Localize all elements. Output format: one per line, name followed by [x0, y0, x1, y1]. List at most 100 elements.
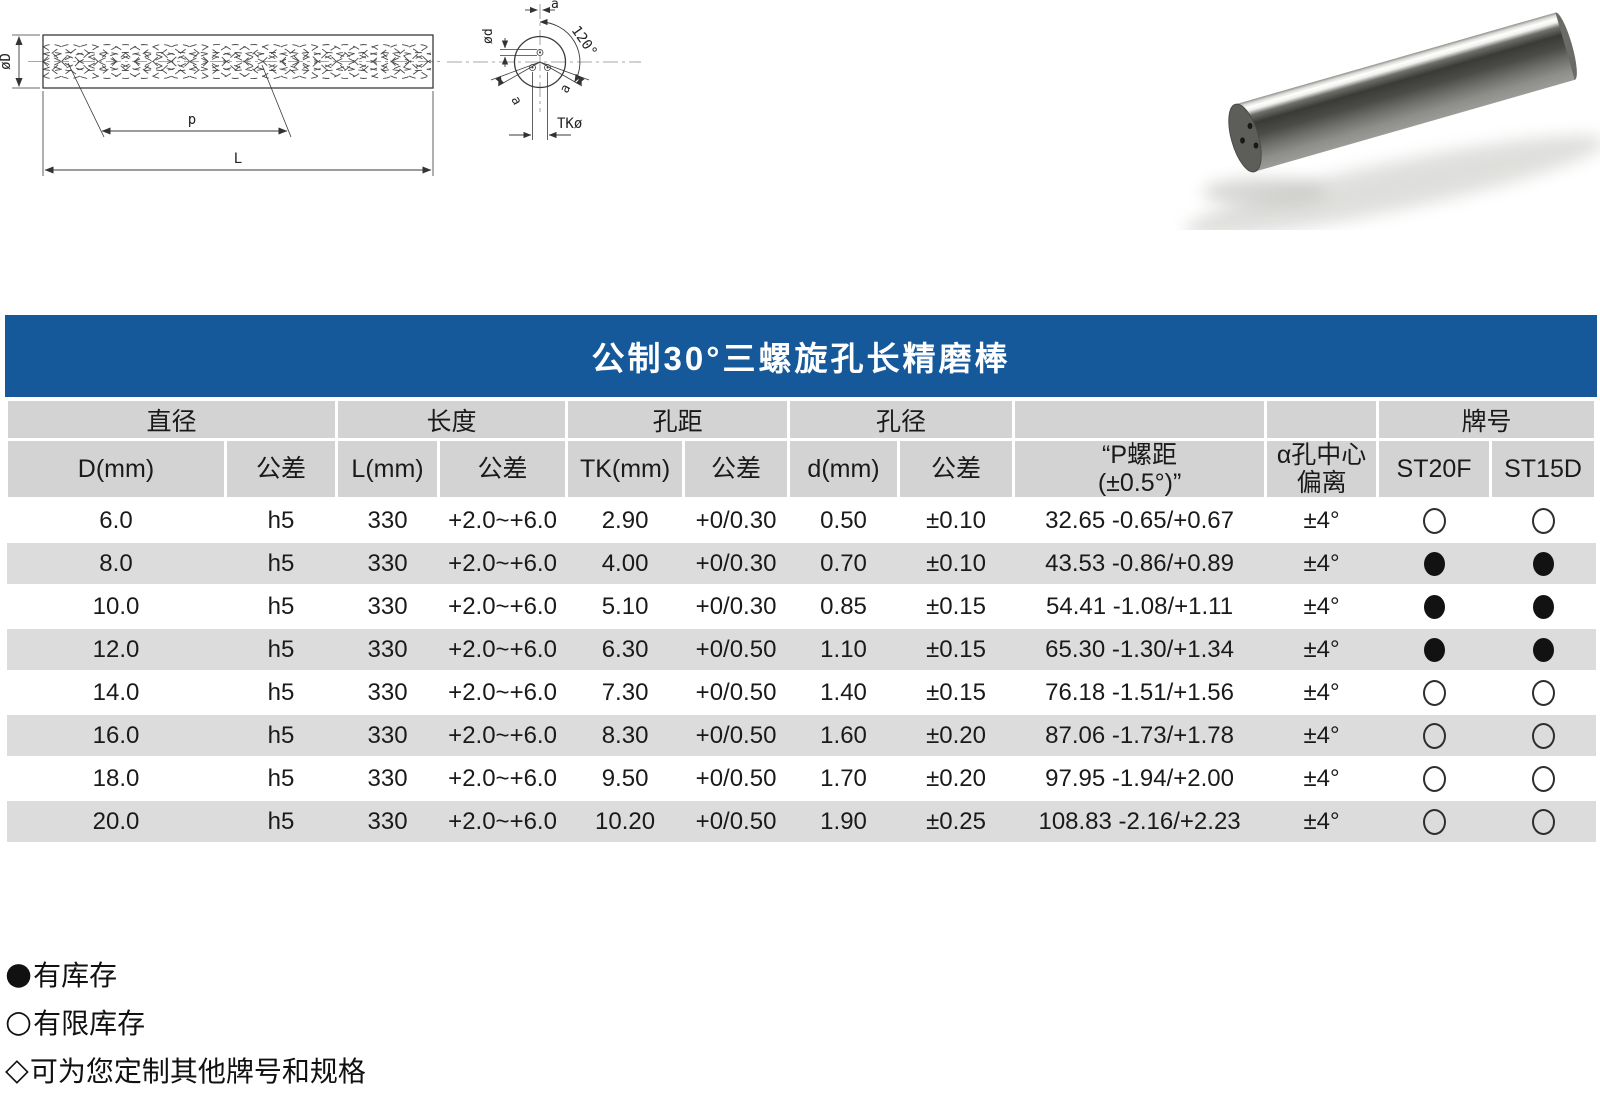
spec-cell: 330 — [336, 756, 439, 800]
spec-cell: ±4° — [1265, 756, 1378, 800]
spec-cell: ±4° — [1265, 541, 1378, 585]
group-header: 牌号 — [1376, 398, 1597, 441]
column-header: 公差 — [897, 438, 1016, 500]
table-row: 20.0 h5 330 +2.0~+6.0 10.20 +0/0.50 1.90 ±0.25 1… — [6, 799, 1596, 842]
spec-cell: +0/0.50 — [683, 799, 789, 842]
column-header: 公差 — [682, 438, 791, 500]
limited-stock-circle — [1531, 766, 1555, 793]
table-row: 14.0 h5 330 +2.0~+6.0 7.30 +0/0.50 1.40 ±0.15 76… — [6, 670, 1596, 714]
spec-cell: 108.83 -2.16/+2.23 — [1013, 799, 1266, 842]
rod-outline — [42, 34, 434, 89]
spec-cell: 330 — [336, 799, 439, 842]
spec-cell: 6.0 — [6, 497, 226, 542]
spec-cell: h5 — [225, 541, 337, 585]
in-stock-dot — [1532, 638, 1554, 663]
spec-cell: +2.0~+6.0 — [438, 799, 567, 842]
spec-cell: 330 — [336, 584, 439, 628]
spec-cell: ±0.15 — [898, 627, 1014, 671]
stock-cell — [1377, 627, 1491, 671]
limited-stock-circle — [1531, 508, 1555, 535]
spec-cell: 10.0 — [6, 584, 226, 628]
spec-table: 直径 长度 孔距 孔径 牌号 D(mm) 公差 L(mm) 公差 TK(mm) 公差 d(mm) 公差… — [4, 398, 1597, 842]
stock-cell — [1490, 497, 1596, 542]
column-header: TK(mm) — [565, 438, 686, 500]
spec-cell: ±0.15 — [898, 670, 1014, 714]
stock-cell — [1490, 799, 1596, 842]
stock-legend: ● 有库存 ○ 有限库存 ◇ 可为您定制其他牌号和规格 — [5, 950, 366, 1094]
spec-cell: 1.70 — [788, 756, 899, 800]
spec-cell: 1.40 — [788, 670, 899, 714]
stock-cell — [1490, 541, 1596, 585]
column-header: ST20F — [1376, 438, 1493, 500]
spec-cell: 9.50 — [566, 756, 684, 800]
spec-cell: 1.90 — [788, 799, 899, 842]
spec-cell: +2.0~+6.0 — [438, 584, 567, 628]
spec-cell: 54.41 -1.08/+1.11 — [1013, 584, 1266, 628]
spec-cell: 14.0 — [6, 670, 226, 714]
legend-label: 有限库存 — [33, 1008, 146, 1039]
spec-cell: +2.0~+6.0 — [438, 756, 567, 800]
spec-cell: +0/0.50 — [683, 713, 789, 757]
table-row: 6.0 h5 330 +2.0~+6.0 2.90 +0/0.30 0.50 ±0.10 32.… — [6, 497, 1596, 542]
spec-cell: 7.30 — [566, 670, 684, 714]
limited-stock-circle — [1422, 680, 1446, 707]
legend-symbol: ● — [5, 955, 33, 992]
spec-cell: 330 — [336, 497, 439, 542]
spec-table-body: 6.0 h5 330 +2.0~+6.0 2.90 +0/0.30 0.50 ±0.10 32.… — [6, 497, 1596, 842]
spec-cell: 97.95 -1.94/+2.00 — [1013, 756, 1266, 800]
stock-cell — [1490, 584, 1596, 628]
in-stock-dot — [1532, 595, 1554, 620]
spec-cell: 18.0 — [6, 756, 226, 800]
helical-holes-pattern — [42, 44, 432, 79]
spec-cell: +2.0~+6.0 — [438, 670, 567, 714]
stock-cell — [1490, 756, 1596, 800]
in-stock-dot — [1423, 552, 1445, 577]
rod-shadow — [1184, 135, 1600, 230]
spec-cell: 330 — [336, 541, 439, 585]
spec-cell: 8.0 — [6, 541, 226, 585]
rod-end-face — [1228, 103, 1262, 173]
spec-cell: ±0.20 — [898, 713, 1014, 757]
column-header: d(mm) — [787, 438, 901, 500]
offset-a-left-label: a — [507, 94, 524, 108]
spec-cell: +0/0.50 — [683, 670, 789, 714]
limited-stock-circle — [1422, 508, 1446, 535]
in-stock-dot — [1423, 595, 1445, 620]
cross-section-drawing: a ød 120° a a TKø — [447, 0, 641, 140]
spec-cell: h5 — [225, 497, 337, 542]
spec-cell: 5.10 — [566, 584, 684, 628]
spec-cell: ±0.20 — [898, 756, 1014, 800]
spec-cell: 32.65 -0.65/+0.67 — [1013, 497, 1266, 542]
stock-cell — [1377, 584, 1491, 628]
diameter-label: øD — [0, 53, 14, 70]
stock-cell — [1377, 799, 1491, 842]
spec-table-section: 公制30°三螺旋孔长精磨棒 直径 长度 孔距 孔径 牌号 D(mm) 公差 L(mm) 公差 T… — [4, 315, 1597, 842]
spec-cell: +0/0.50 — [683, 756, 789, 800]
legend-label: 可为您定制其他牌号和规格 — [29, 1056, 366, 1087]
legend-symbol: ○ — [5, 1003, 33, 1040]
spec-cell: ±0.10 — [898, 541, 1014, 585]
spec-cell: h5 — [225, 627, 337, 671]
group-header: 孔径 — [787, 398, 1016, 441]
spec-cell: +2.0~+6.0 — [438, 497, 567, 542]
column-header: 公差 — [223, 438, 339, 500]
in-stock-dot — [1532, 552, 1554, 577]
spec-cell: ±4° — [1265, 627, 1378, 671]
legend-item: ● 有库存 — [5, 950, 366, 998]
spec-cell: 2.90 — [566, 497, 684, 542]
table-row: 18.0 h5 330 +2.0~+6.0 9.50 +0/0.50 1.70 ±0.20 97… — [6, 756, 1596, 800]
group-header: 长度 — [335, 398, 569, 441]
length-label: L — [234, 151, 242, 167]
spec-cell: 330 — [336, 670, 439, 714]
column-header: 公差 — [437, 438, 569, 500]
spec-cell: 330 — [336, 713, 439, 757]
spec-cell: 8.30 — [566, 713, 684, 757]
spec-cell: 65.30 -1.30/+1.34 — [1013, 627, 1266, 671]
spec-cell: +0/0.50 — [683, 627, 789, 671]
group-header: 直径 — [4, 398, 339, 441]
spec-cell: ±4° — [1265, 497, 1378, 542]
spec-cell: 1.10 — [788, 627, 899, 671]
legend-item: ○ 有限库存 — [5, 998, 366, 1046]
rod-end-holes — [1240, 122, 1259, 149]
